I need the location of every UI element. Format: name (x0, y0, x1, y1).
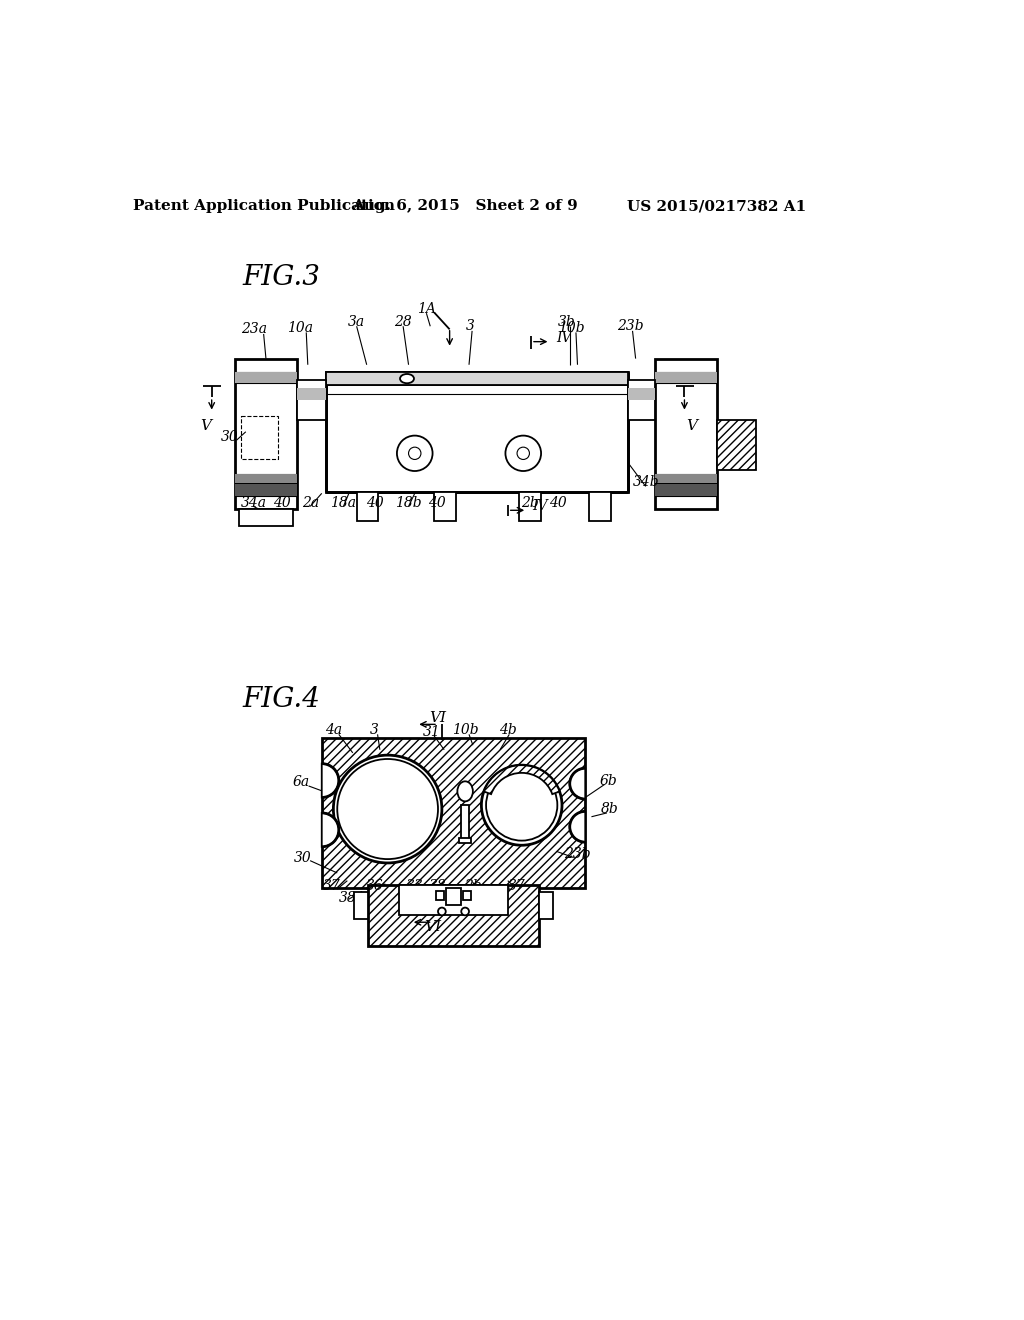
Bar (463, 891, 471, 900)
Text: 40: 40 (428, 496, 445, 511)
Text: 33: 33 (406, 879, 424, 894)
Circle shape (337, 759, 438, 859)
Text: FIG.4: FIG.4 (243, 686, 321, 713)
Circle shape (517, 447, 529, 459)
Bar (589, 492, 611, 521)
Text: 2b: 2b (464, 879, 481, 894)
Bar (356, 492, 378, 521)
Text: 4b: 4b (499, 723, 517, 737)
Text: 3: 3 (466, 319, 475, 333)
Text: 4a: 4a (325, 723, 342, 737)
Bar (241, 416, 279, 459)
Bar (628, 388, 655, 400)
Bar (234, 484, 297, 496)
Circle shape (461, 908, 469, 915)
Text: 34a: 34a (241, 496, 266, 511)
Text: 23b: 23b (616, 319, 643, 333)
Text: 2a: 2a (301, 496, 318, 511)
Ellipse shape (400, 374, 414, 383)
Text: 23b: 23b (564, 846, 591, 861)
Text: 6b: 6b (600, 774, 617, 788)
Bar (322, 738, 586, 888)
Bar (459, 838, 471, 843)
Circle shape (334, 755, 442, 863)
Bar (655, 484, 717, 496)
Bar (234, 359, 297, 508)
Bar (239, 508, 293, 525)
Wedge shape (569, 812, 586, 842)
Circle shape (397, 436, 432, 471)
Text: 10a: 10a (287, 321, 313, 335)
Text: 10b: 10b (452, 723, 478, 737)
Wedge shape (322, 813, 339, 847)
Text: 34b: 34b (633, 475, 659, 488)
Text: 31: 31 (423, 725, 440, 739)
Circle shape (481, 766, 562, 845)
Bar (399, 884, 508, 915)
Bar (655, 474, 717, 483)
Wedge shape (483, 766, 559, 795)
Bar (326, 372, 628, 492)
Text: 6a: 6a (292, 775, 309, 789)
Text: 1A: 1A (417, 302, 436, 317)
Text: 8b: 8b (601, 803, 618, 816)
Bar (369, 884, 539, 946)
Text: 30: 30 (220, 430, 239, 444)
Circle shape (486, 770, 557, 841)
Text: 10b: 10b (558, 321, 585, 335)
Text: FIG.3: FIG.3 (243, 264, 321, 292)
Text: 36: 36 (366, 879, 383, 894)
Text: V: V (200, 420, 211, 433)
Text: 2b: 2b (520, 496, 539, 511)
Bar (655, 372, 717, 383)
Wedge shape (569, 768, 586, 799)
Text: IV: IV (532, 499, 548, 513)
Text: 30: 30 (294, 850, 311, 865)
Wedge shape (322, 763, 339, 797)
Text: 23a: 23a (242, 322, 267, 337)
Text: 40: 40 (366, 496, 383, 511)
Text: 18a: 18a (331, 496, 356, 511)
Circle shape (506, 436, 541, 471)
Bar (354, 892, 369, 919)
Text: IV: IV (557, 331, 572, 345)
Ellipse shape (458, 781, 473, 801)
Text: US 2015/0217382 A1: US 2015/0217382 A1 (628, 199, 807, 213)
Text: 40: 40 (549, 496, 567, 511)
Text: 40: 40 (272, 496, 291, 511)
Bar (234, 474, 297, 483)
Text: 38: 38 (429, 879, 446, 894)
Bar (297, 380, 326, 420)
Circle shape (409, 447, 421, 459)
Bar (436, 891, 444, 900)
Text: Aug. 6, 2015   Sheet 2 of 9: Aug. 6, 2015 Sheet 2 of 9 (352, 199, 578, 213)
Text: 38: 38 (339, 891, 356, 904)
Text: VI: VI (424, 920, 441, 933)
Bar (655, 359, 717, 508)
Bar (461, 805, 469, 840)
Bar (297, 388, 326, 400)
Text: V: V (687, 420, 697, 433)
Bar (628, 380, 655, 420)
Text: 28: 28 (394, 314, 412, 329)
Text: VI: VI (429, 711, 446, 725)
Text: 18b: 18b (395, 496, 422, 511)
Text: Patent Application Publication: Patent Application Publication (133, 199, 394, 213)
Bar (434, 492, 456, 521)
Circle shape (438, 908, 445, 915)
Text: 37: 37 (323, 879, 341, 894)
Bar (234, 372, 297, 383)
Bar (326, 372, 628, 385)
Text: 37: 37 (508, 879, 526, 894)
Bar (519, 492, 541, 521)
Text: 3: 3 (370, 723, 379, 737)
Text: 3b: 3b (558, 314, 575, 329)
Text: 3a: 3a (348, 315, 366, 330)
Bar (539, 892, 553, 919)
Bar (445, 888, 461, 906)
Bar (717, 420, 756, 470)
